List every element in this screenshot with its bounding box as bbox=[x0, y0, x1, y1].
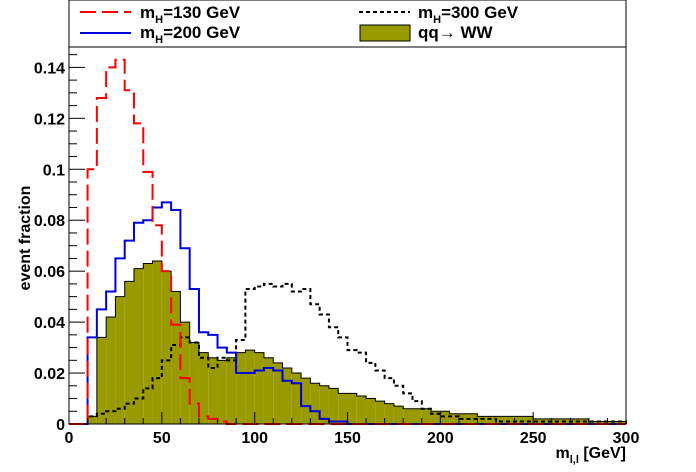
axes: 0 50 100 150 200 250 300 0 0.02 0.04 0.06 0.08 0.1 0.… bbox=[34, 54, 640, 447]
y-tick-label: 0.08 bbox=[34, 213, 65, 230]
bar-qqww bbox=[217, 360, 227, 424]
bar-qqww bbox=[458, 413, 469, 424]
legend-swatch-qqww bbox=[359, 24, 411, 42]
bar-qqww bbox=[254, 352, 264, 424]
bar-qqww bbox=[133, 268, 144, 424]
bar-qqww bbox=[338, 393, 348, 424]
bar-qqww bbox=[328, 388, 339, 424]
bar-qqww bbox=[273, 362, 283, 424]
y-tick-label: 0.12 bbox=[34, 111, 65, 128]
bar-qqww bbox=[412, 408, 422, 424]
x-tick-label: 250 bbox=[520, 430, 547, 447]
legend-label-mh200: mH=200 GeV bbox=[140, 23, 241, 46]
legend-label-mh300: mH=300 GeV bbox=[418, 3, 519, 26]
bar-qqww bbox=[468, 413, 478, 424]
bar-qqww bbox=[124, 281, 134, 424]
bar-qqww bbox=[440, 411, 450, 424]
bar-qqww bbox=[301, 378, 311, 424]
y-tick-label: 0.14 bbox=[34, 60, 65, 77]
bar-qqww bbox=[588, 421, 599, 424]
bar-qqww bbox=[189, 342, 199, 424]
bar-qqww bbox=[236, 352, 246, 424]
bar-qqww bbox=[514, 416, 524, 424]
bar-qqww bbox=[393, 406, 404, 424]
x-tick-label: 50 bbox=[153, 430, 171, 447]
bar-qqww bbox=[180, 322, 190, 424]
series-qqww bbox=[69, 260, 627, 425]
bar-qqww bbox=[366, 398, 376, 424]
bar-qqww bbox=[449, 413, 459, 424]
bar-qqww bbox=[282, 367, 292, 424]
bar-qqww bbox=[310, 383, 320, 424]
line-mh300 bbox=[69, 282, 627, 425]
x-tick-label: 150 bbox=[334, 430, 361, 447]
series-layer bbox=[69, 58, 627, 425]
legend-box bbox=[68, 0, 627, 48]
legend: mH=130 GeV mH=300 GeV mH=200 GeV qq→ WW bbox=[80, 3, 519, 46]
bar-qqww bbox=[607, 421, 617, 424]
bar-qqww bbox=[523, 416, 534, 424]
bar-qqww bbox=[143, 263, 153, 424]
bar-qqww bbox=[431, 411, 441, 424]
bar-qqww bbox=[598, 421, 608, 424]
bar-qqww bbox=[245, 350, 255, 424]
bar-qqww bbox=[198, 352, 209, 424]
bar-qqww bbox=[161, 271, 172, 424]
bar-qqww bbox=[375, 401, 385, 424]
bar-qqww bbox=[505, 416, 515, 424]
bar-qqww bbox=[208, 357, 218, 424]
bar-qqww bbox=[115, 296, 125, 424]
outline-qqww bbox=[69, 260, 627, 425]
x-tick-label: 300 bbox=[613, 430, 640, 447]
bar-qqww bbox=[319, 385, 329, 424]
bar-qqww bbox=[87, 416, 97, 424]
bar-qqww bbox=[106, 317, 116, 424]
legend-label-mh130: mH=130 GeV bbox=[140, 3, 241, 26]
x-axis-title: ml,l [GeV] bbox=[555, 445, 626, 466]
x-tick-label: 0 bbox=[65, 430, 74, 447]
bar-qqww bbox=[570, 418, 580, 424]
bar-qqww bbox=[291, 373, 302, 424]
bar-qqww bbox=[356, 395, 367, 424]
series-mh300 bbox=[69, 282, 627, 425]
y-axis-title: event fraction bbox=[17, 186, 34, 291]
bar-qqww bbox=[477, 416, 487, 424]
x-tick-label: 200 bbox=[427, 430, 454, 447]
bar-qqww bbox=[347, 393, 357, 424]
bar-qqww bbox=[96, 337, 107, 424]
y-tick-label: 0.06 bbox=[34, 264, 65, 281]
x-tick-label: 100 bbox=[241, 430, 268, 447]
bar-qqww bbox=[616, 421, 626, 424]
bar-qqww bbox=[384, 403, 394, 424]
bar-qqww bbox=[421, 408, 432, 424]
y-tick-label: 0.1 bbox=[43, 162, 65, 179]
bar-qqww bbox=[486, 416, 497, 424]
bar-qqww bbox=[403, 408, 413, 424]
y-tick-label: 0.04 bbox=[34, 315, 65, 332]
legend-label-qqww: qq→ WW bbox=[418, 23, 494, 42]
y-tick-label: 0 bbox=[56, 417, 65, 434]
bar-qqww bbox=[152, 260, 162, 424]
bar-qqww bbox=[226, 357, 237, 424]
bar-qqww bbox=[542, 418, 552, 424]
y-tick-label: 0.02 bbox=[34, 366, 65, 383]
bar-qqww bbox=[171, 291, 181, 424]
bar-qqww bbox=[263, 357, 274, 424]
bar-qqww bbox=[496, 416, 506, 424]
